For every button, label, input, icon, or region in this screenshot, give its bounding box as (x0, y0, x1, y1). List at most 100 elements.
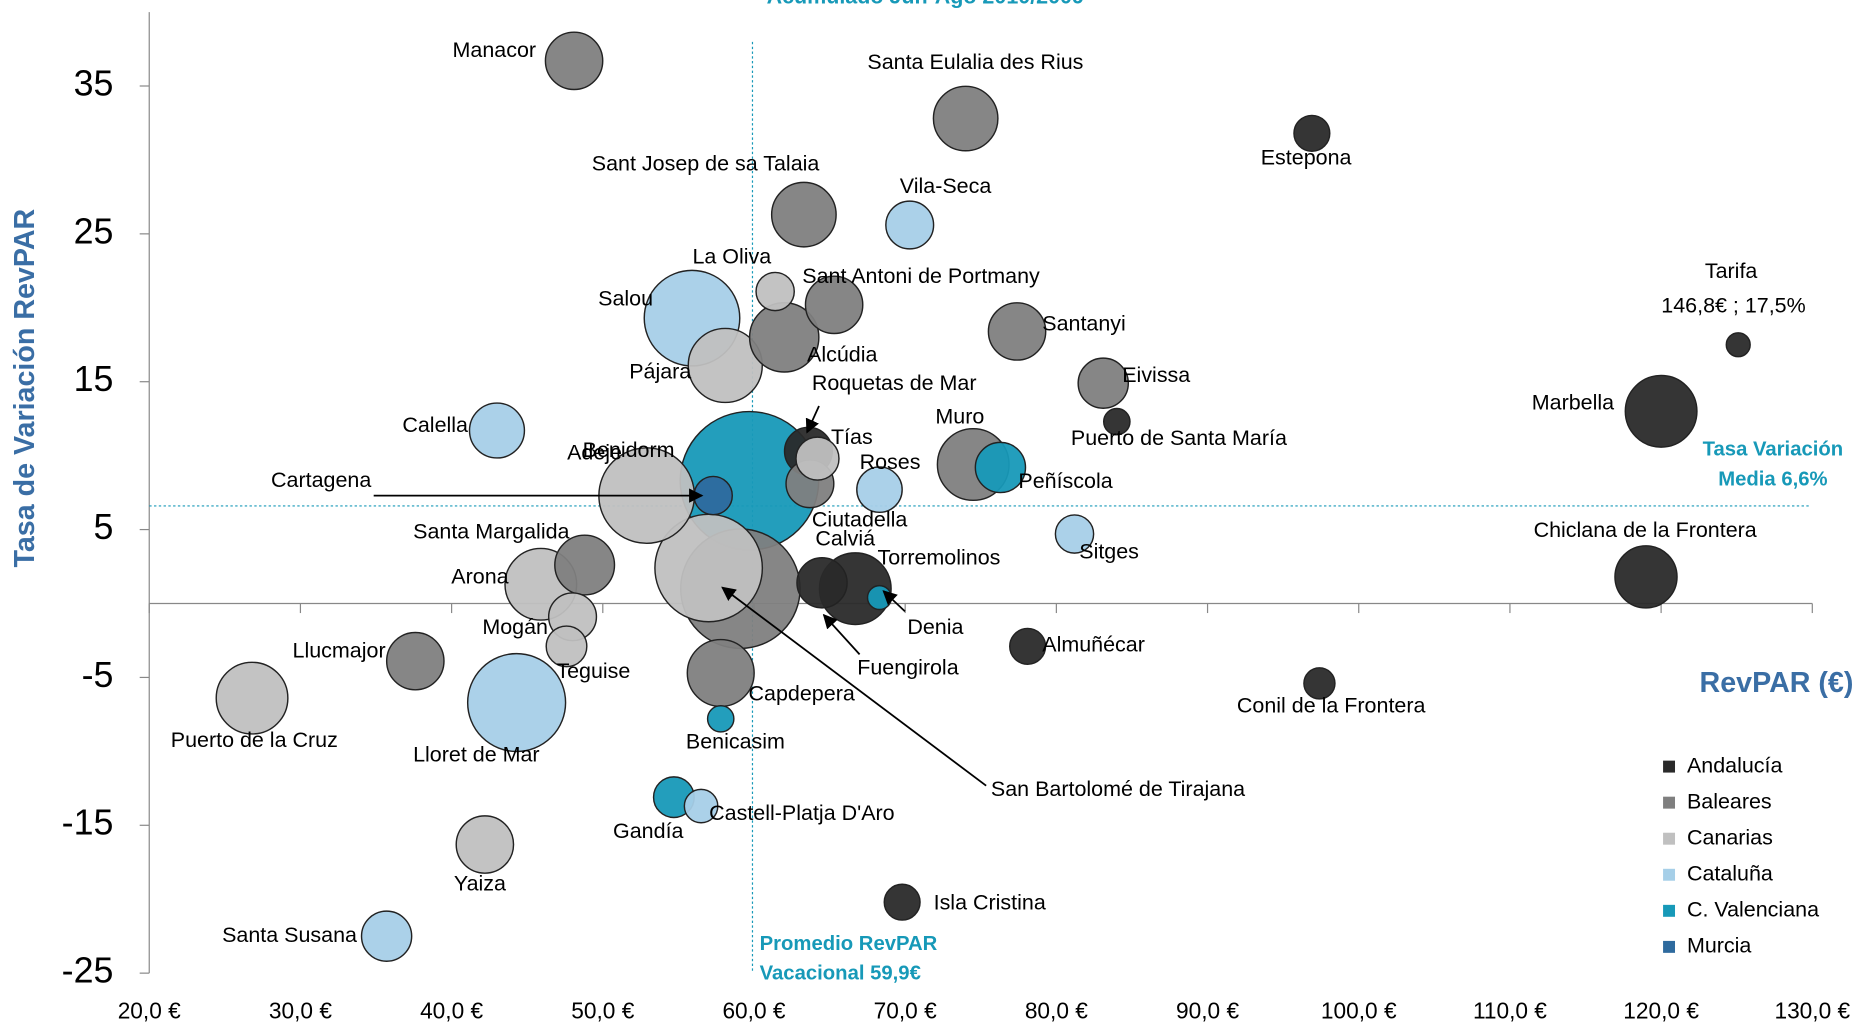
legend-swatch (1663, 868, 1676, 881)
bubble-label: Almuñécar (1042, 633, 1145, 657)
bubble (974, 441, 1027, 494)
bubble-label: Ciutadella (812, 507, 908, 531)
bubble-label: Roquetas de Mar (812, 371, 977, 395)
bubble-label: Tarifa (1705, 259, 1758, 283)
y-tick-label: -25 (62, 951, 114, 991)
bubble-label: Adeje (567, 440, 622, 464)
x-tick-label: 110,0 € (1473, 998, 1547, 1024)
bubble-label: San Bartolomé de Tirajana (991, 777, 1245, 801)
x-tick-label: 130,0 € (1774, 998, 1850, 1024)
bubble-label: Chiclana de la Frontera (1534, 518, 1757, 542)
bubble-label: Manacor (453, 38, 537, 62)
x-tick-label: 70,0 € (874, 998, 937, 1024)
y-tick-label: -15 (62, 803, 114, 843)
x-tick-label: 100,0 € (1321, 998, 1397, 1024)
bubble-label: Lloret de Mar (413, 743, 540, 767)
x-tick-label: 90,0 € (1176, 998, 1239, 1024)
reference-label: Media 6,6% (1718, 468, 1827, 490)
bubble (796, 557, 848, 609)
bubble-label: Calella (402, 413, 468, 437)
bubble-label: Sant Josep de sa Talaia (592, 152, 820, 176)
legend-label: Baleares (1687, 789, 1772, 813)
bubble (545, 625, 588, 668)
bubble (885, 200, 935, 250)
bubble-label: Llucmajor (293, 639, 386, 663)
bubble (1725, 332, 1751, 358)
bubble (932, 85, 999, 152)
x-axis-label: RevPAR (€) (1700, 667, 1854, 699)
bubble (1102, 407, 1131, 436)
bubble-label: Torremolinos (878, 546, 1001, 570)
bubble-label: Sant Antoni de Portmany (802, 264, 1040, 288)
chart-title: Acumulado Jun-Ago 2010/2009 (767, 0, 1084, 8)
bubble (866, 584, 893, 611)
x-tick-label: 50,0 € (571, 998, 634, 1024)
bubble-label: Santa Eulalia des Rius (867, 50, 1083, 74)
bubble-label: Alcúdia (807, 343, 877, 367)
bubble-label: Teguise (556, 659, 630, 683)
x-tick-label: 80,0 € (1025, 998, 1088, 1024)
bubble (755, 271, 795, 312)
legend-swatch (1663, 760, 1676, 773)
y-axis-label: Tasa de Variación RevPAR (9, 208, 41, 567)
y-tick-label: 35 (74, 63, 114, 103)
label-arrow (805, 405, 820, 434)
bubble-label: Santa Susana (222, 923, 357, 947)
label-arrow (822, 613, 861, 655)
bubble-label: Eivissa (1122, 363, 1190, 387)
legend-label: Cataluña (1687, 861, 1773, 885)
y-tick-label: -5 (82, 655, 114, 695)
legend-label: Murcia (1687, 934, 1751, 958)
reference-label: Tasa Variación (1703, 439, 1844, 461)
bubble-label: Salou (598, 286, 653, 310)
labels: Estepona Tarifa Marbella Puerto de Santa Ma… (171, 38, 1758, 947)
bubble (856, 466, 903, 514)
x-tick-label: 30,0 € (269, 998, 332, 1024)
bubble-label: Roses (860, 450, 921, 474)
bubble (883, 883, 921, 921)
bubble-label: Pájara (629, 359, 691, 383)
bubble-label: Muro (935, 405, 984, 429)
bubble-label: Vila-Seca (900, 174, 992, 198)
bubble-label: Capdepera (749, 682, 855, 706)
bubble (987, 302, 1047, 361)
bubble (795, 436, 840, 481)
y-tick-label: 15 (74, 359, 114, 399)
bubble (706, 704, 735, 733)
bubble-label: Castell-Platja D'Aro (709, 801, 895, 825)
annotation: 146,8€ ; 17,5% (1661, 294, 1805, 318)
bubble (554, 534, 616, 596)
y-tick-label: 25 (74, 211, 114, 251)
bubble-label: Calviá (815, 526, 875, 550)
bubble (1303, 667, 1336, 700)
bubble-label: Cartagena (271, 468, 371, 492)
bubble-label: Arona (451, 565, 508, 589)
bubble (1054, 514, 1095, 554)
bubble (1293, 114, 1331, 152)
reference-label: Promedio RevPAR (760, 933, 938, 955)
legend-label: Andalucía (1687, 753, 1783, 777)
bubble (1614, 545, 1678, 609)
bubble-label: Sitges (1079, 540, 1139, 564)
bubble-label: Gandía (613, 819, 683, 843)
bubble-label: Puerto de Santa María (1071, 426, 1287, 450)
legend-swatch (1663, 904, 1676, 917)
bubble-label: Marbella (1532, 390, 1614, 414)
bubble (1624, 374, 1698, 448)
x-tick-label: 120,0 € (1623, 998, 1699, 1024)
bubble-label: Puerto de la Cruz (171, 728, 338, 752)
bubble-label: Santa Margalida (413, 519, 569, 543)
bubble-label: Mogán (482, 615, 548, 639)
bubble (544, 31, 604, 91)
bubble (455, 815, 515, 874)
bubble-label: Santanyi (1042, 312, 1126, 336)
bubble-label: Fuengirola (857, 655, 959, 679)
bubble (804, 275, 864, 335)
bubble-label: Yaiza (454, 871, 506, 895)
bubble (1077, 357, 1130, 409)
bubble-label: Conil de la Frontera (1237, 694, 1426, 718)
legend-label: Canarias (1687, 825, 1773, 849)
x-tick-label: 40,0 € (420, 998, 483, 1024)
bubble-label: Estepona (1261, 146, 1352, 170)
bubbles (215, 31, 1751, 962)
